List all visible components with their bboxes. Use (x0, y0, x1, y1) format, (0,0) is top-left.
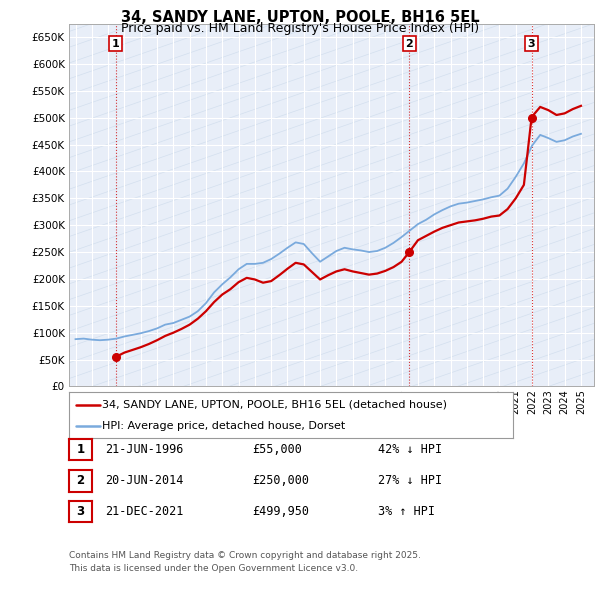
Text: 20-JUN-2014: 20-JUN-2014 (105, 474, 184, 487)
Text: 2: 2 (406, 38, 413, 48)
Text: 1: 1 (112, 38, 119, 48)
Text: Contains HM Land Registry data © Crown copyright and database right 2025.
This d: Contains HM Land Registry data © Crown c… (69, 551, 421, 572)
Text: 34, SANDY LANE, UPTON, POOLE, BH16 5EL: 34, SANDY LANE, UPTON, POOLE, BH16 5EL (121, 10, 479, 25)
Text: 3% ↑ HPI: 3% ↑ HPI (378, 505, 435, 518)
Text: 42% ↓ HPI: 42% ↓ HPI (378, 443, 442, 456)
Text: £250,000: £250,000 (252, 474, 309, 487)
Text: 3: 3 (76, 505, 85, 518)
Text: 3: 3 (528, 38, 535, 48)
Text: Price paid vs. HM Land Registry's House Price Index (HPI): Price paid vs. HM Land Registry's House … (121, 22, 479, 35)
Text: 1: 1 (76, 443, 85, 456)
Text: 27% ↓ HPI: 27% ↓ HPI (378, 474, 442, 487)
Text: £55,000: £55,000 (252, 443, 302, 456)
Text: 2: 2 (76, 474, 85, 487)
Text: 34, SANDY LANE, UPTON, POOLE, BH16 5EL (detached house): 34, SANDY LANE, UPTON, POOLE, BH16 5EL (… (102, 399, 448, 409)
Text: 21-DEC-2021: 21-DEC-2021 (105, 505, 184, 518)
Text: HPI: Average price, detached house, Dorset: HPI: Average price, detached house, Dors… (102, 421, 346, 431)
Text: £499,950: £499,950 (252, 505, 309, 518)
Text: 21-JUN-1996: 21-JUN-1996 (105, 443, 184, 456)
